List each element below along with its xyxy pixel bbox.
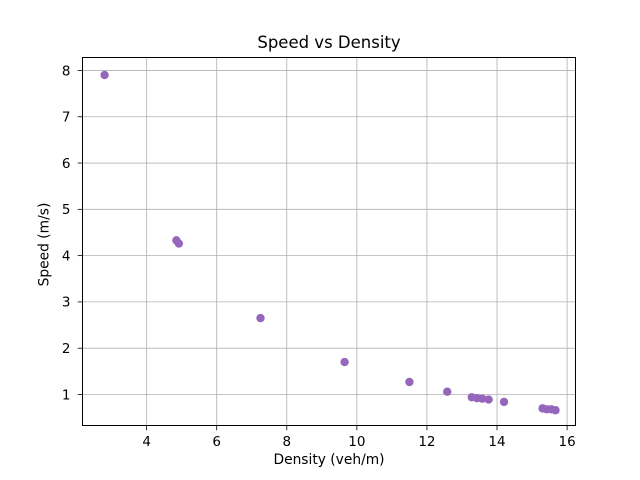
x-tick-label: 14	[488, 434, 505, 450]
x-axis-label: Density (veh/m)	[273, 452, 385, 468]
y-tick-label: 2	[62, 341, 71, 357]
data-point	[100, 70, 109, 80]
data-point	[499, 397, 509, 407]
data-point	[443, 387, 452, 396]
data-point	[340, 357, 349, 367]
x-tick-label: 4	[142, 434, 151, 450]
y-axis-label: Speed (m/s)	[36, 202, 53, 287]
y-tick-label: 5	[62, 202, 71, 218]
data-point	[484, 395, 493, 404]
x-tick-label: 8	[282, 434, 291, 450]
x-tick-label: 10	[348, 434, 365, 450]
plot-spines	[82, 57, 576, 426]
data-point	[551, 406, 560, 415]
y-tick-label: 7	[62, 110, 71, 126]
x-tick-label: 16	[558, 434, 575, 450]
y-tick-label: 1	[62, 387, 71, 403]
data-point	[174, 239, 184, 248]
data-point	[405, 377, 414, 387]
y-tick-label: 8	[62, 63, 71, 79]
x-tick-label: 6	[212, 434, 221, 450]
chart-title: Speed vs Density	[257, 33, 401, 52]
data-point	[256, 313, 265, 323]
x-tick-label: 12	[418, 434, 435, 450]
y-tick-label: 3	[62, 295, 71, 311]
data-point	[478, 394, 487, 403]
y-tick-label: 4	[62, 248, 71, 264]
y-tick-label: 6	[62, 156, 71, 172]
